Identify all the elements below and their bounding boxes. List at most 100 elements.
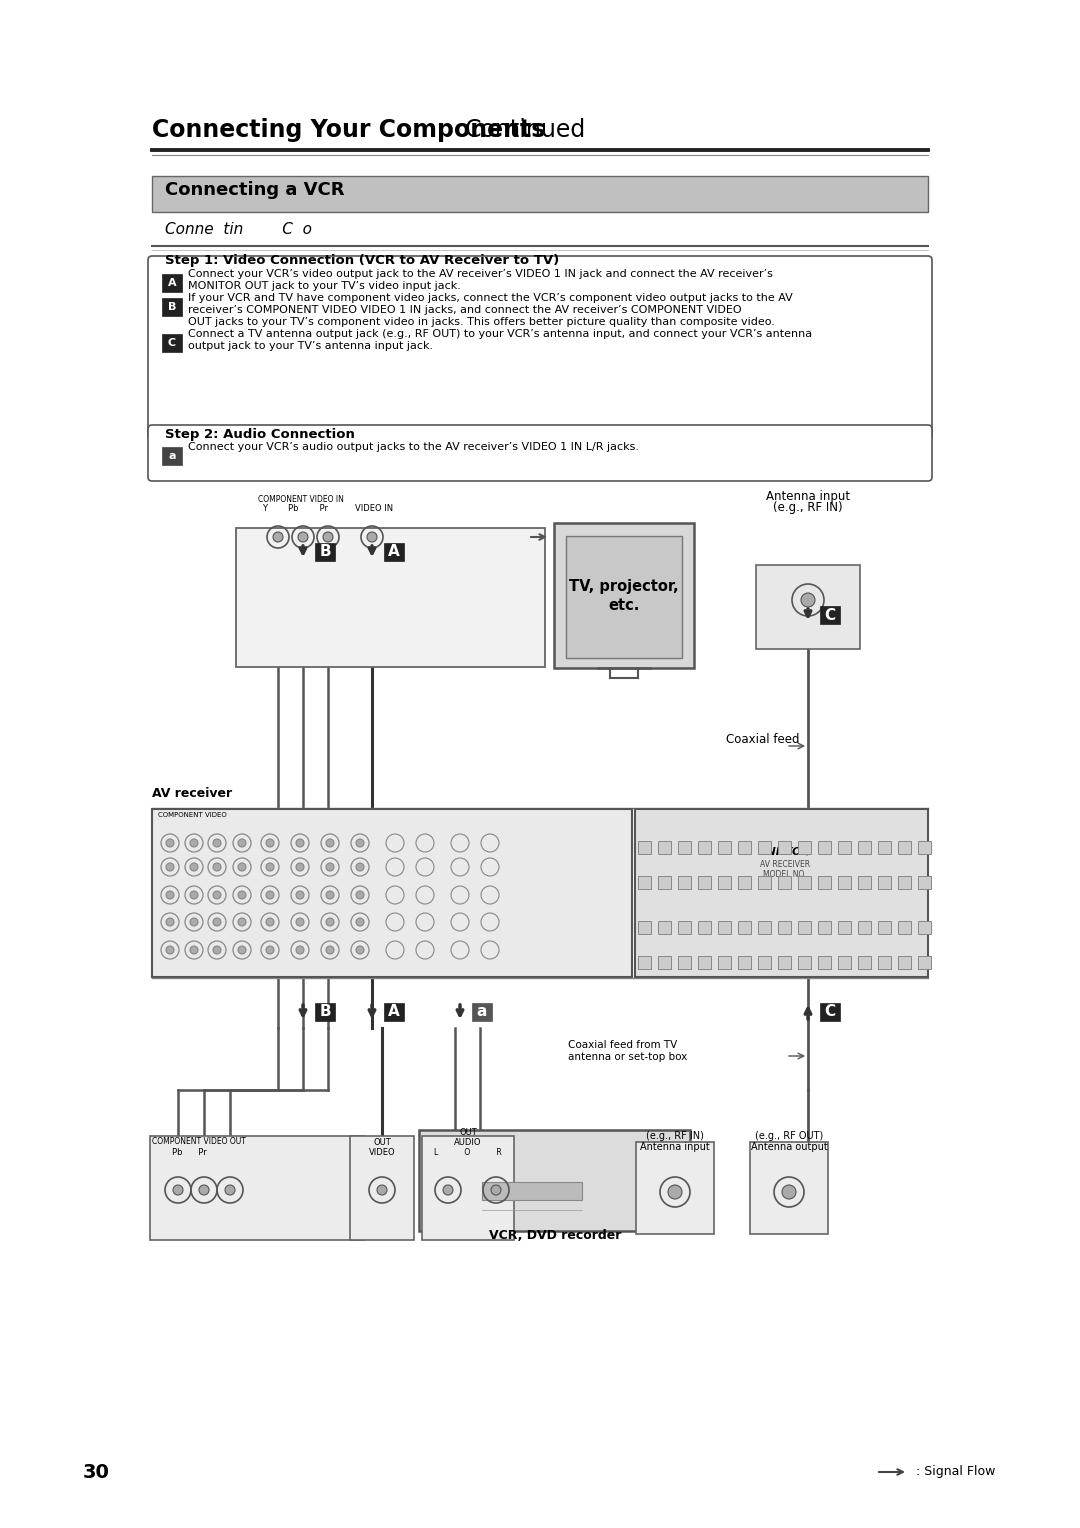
Circle shape: [238, 839, 246, 847]
Text: Connect your VCR’s audio output jacks to the AV receiver’s VIDEO 1 IN L/R jacks.: Connect your VCR’s audio output jacks to…: [188, 442, 639, 452]
Bar: [758, 840, 771, 854]
Text: MODEL NO.: MODEL NO.: [764, 869, 807, 879]
Bar: [738, 876, 751, 889]
FancyBboxPatch shape: [148, 425, 932, 481]
Text: Connect your VCR’s video output jack to the AV receiver’s VIDEO 1 IN jack and co: Connect your VCR’s video output jack to …: [188, 269, 773, 280]
Bar: [878, 840, 891, 854]
FancyBboxPatch shape: [384, 1002, 404, 1021]
Circle shape: [213, 946, 221, 953]
Bar: [658, 876, 671, 889]
FancyBboxPatch shape: [422, 1135, 514, 1241]
Circle shape: [173, 1186, 183, 1195]
Bar: [678, 921, 691, 934]
Bar: [678, 957, 691, 969]
Circle shape: [296, 891, 303, 898]
Bar: [738, 840, 751, 854]
Bar: [778, 876, 791, 889]
Bar: [778, 840, 791, 854]
Circle shape: [190, 918, 198, 926]
Bar: [897, 876, 912, 889]
Bar: [638, 957, 651, 969]
Circle shape: [356, 891, 364, 898]
Circle shape: [190, 863, 198, 871]
Bar: [918, 921, 931, 934]
Text: MONITOR OUT jack to your TV’s video input jack.: MONITOR OUT jack to your TV’s video inpu…: [188, 281, 461, 290]
Text: a: a: [168, 451, 176, 461]
Text: Antenna output: Antenna output: [751, 1141, 827, 1152]
Bar: [858, 957, 870, 969]
Bar: [918, 840, 931, 854]
Circle shape: [225, 1186, 235, 1195]
Text: AUDIO: AUDIO: [455, 1138, 482, 1148]
Text: If your VCR and TV have component video jacks, connect the VCR’s component video: If your VCR and TV have component video …: [188, 293, 793, 303]
Text: Coaxial feed from TV: Coaxial feed from TV: [568, 1041, 677, 1050]
Text: ONKYO®: ONKYO®: [757, 847, 813, 857]
Bar: [718, 876, 731, 889]
Bar: [798, 876, 811, 889]
Circle shape: [213, 839, 221, 847]
Bar: [698, 876, 711, 889]
Circle shape: [296, 839, 303, 847]
Bar: [818, 876, 831, 889]
Text: Connecting a VCR: Connecting a VCR: [165, 180, 345, 199]
FancyBboxPatch shape: [635, 808, 928, 976]
Text: AV receiver: AV receiver: [152, 787, 232, 801]
Text: Antenna input: Antenna input: [640, 1141, 710, 1152]
Bar: [858, 840, 870, 854]
Circle shape: [377, 1186, 387, 1195]
Bar: [698, 840, 711, 854]
Bar: [658, 840, 671, 854]
Circle shape: [238, 891, 246, 898]
Circle shape: [491, 1186, 501, 1195]
Text: Connecting Your Components: Connecting Your Components: [152, 118, 545, 142]
Circle shape: [266, 891, 274, 898]
Bar: [897, 840, 912, 854]
Circle shape: [298, 532, 308, 542]
Circle shape: [801, 593, 815, 607]
Text: A: A: [388, 544, 400, 559]
Bar: [838, 957, 851, 969]
Bar: [778, 957, 791, 969]
Bar: [918, 957, 931, 969]
Bar: [738, 957, 751, 969]
Bar: [858, 921, 870, 934]
Circle shape: [296, 863, 303, 871]
FancyBboxPatch shape: [152, 808, 632, 976]
Text: B: B: [320, 1004, 330, 1019]
Bar: [878, 921, 891, 934]
Bar: [758, 957, 771, 969]
Bar: [718, 840, 731, 854]
Bar: [798, 957, 811, 969]
Circle shape: [238, 918, 246, 926]
Bar: [878, 957, 891, 969]
Text: A: A: [388, 1004, 400, 1019]
Bar: [678, 840, 691, 854]
FancyBboxPatch shape: [384, 542, 404, 561]
FancyBboxPatch shape: [419, 1131, 690, 1232]
Circle shape: [199, 1186, 210, 1195]
Text: Step 1: Video Connection (VCR to AV Receiver to TV): Step 1: Video Connection (VCR to AV Rece…: [165, 254, 559, 267]
Bar: [638, 921, 651, 934]
Text: OUT jacks to your TV’s component video in jacks. This offers better picture qual: OUT jacks to your TV’s component video i…: [188, 316, 774, 327]
Circle shape: [190, 946, 198, 953]
Circle shape: [213, 891, 221, 898]
FancyBboxPatch shape: [162, 335, 183, 351]
Circle shape: [669, 1186, 681, 1199]
Bar: [718, 957, 731, 969]
Bar: [897, 921, 912, 934]
Circle shape: [190, 891, 198, 898]
Text: C: C: [824, 608, 836, 622]
Circle shape: [443, 1186, 453, 1195]
Text: TV, projector,: TV, projector,: [569, 579, 679, 594]
Text: AV RECEIVER: AV RECEIVER: [760, 860, 810, 869]
Bar: [818, 957, 831, 969]
Circle shape: [166, 891, 174, 898]
Circle shape: [326, 918, 334, 926]
FancyBboxPatch shape: [750, 1141, 828, 1235]
Circle shape: [296, 946, 303, 953]
Circle shape: [356, 839, 364, 847]
FancyBboxPatch shape: [554, 523, 694, 668]
Text: Connect a TV antenna output jack (e.g., RF OUT) to your VCR’s antenna input, and: Connect a TV antenna output jack (e.g., …: [188, 329, 812, 339]
Text: B: B: [320, 544, 330, 559]
Bar: [778, 921, 791, 934]
